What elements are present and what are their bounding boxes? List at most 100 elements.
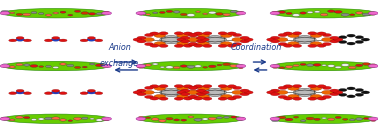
Circle shape <box>204 88 226 96</box>
Circle shape <box>232 38 243 42</box>
Circle shape <box>188 90 200 94</box>
Circle shape <box>52 37 60 39</box>
Circle shape <box>217 64 222 66</box>
Circle shape <box>159 32 168 35</box>
Circle shape <box>174 119 180 121</box>
Ellipse shape <box>272 61 376 71</box>
Circle shape <box>59 39 67 42</box>
Circle shape <box>339 93 347 96</box>
Circle shape <box>104 119 109 121</box>
Circle shape <box>216 117 223 119</box>
Circle shape <box>52 89 60 92</box>
Circle shape <box>23 39 31 42</box>
Circle shape <box>87 38 96 41</box>
Circle shape <box>183 85 192 88</box>
Circle shape <box>200 38 209 41</box>
Circle shape <box>308 32 317 35</box>
Circle shape <box>230 10 237 13</box>
Circle shape <box>188 116 194 118</box>
Circle shape <box>292 14 300 16</box>
Circle shape <box>174 44 183 47</box>
Circle shape <box>31 119 37 121</box>
Circle shape <box>177 34 188 37</box>
Circle shape <box>198 42 209 46</box>
Circle shape <box>271 40 280 43</box>
Circle shape <box>189 95 198 98</box>
Circle shape <box>300 12 307 14</box>
Circle shape <box>271 119 279 122</box>
Circle shape <box>301 120 306 122</box>
Circle shape <box>188 38 200 42</box>
Circle shape <box>321 13 328 16</box>
Circle shape <box>236 64 246 68</box>
Circle shape <box>355 36 364 39</box>
Circle shape <box>232 95 242 98</box>
Circle shape <box>335 66 341 68</box>
Circle shape <box>194 32 203 35</box>
Circle shape <box>314 11 320 13</box>
Circle shape <box>183 97 192 100</box>
Circle shape <box>203 13 208 15</box>
Circle shape <box>339 41 347 43</box>
Circle shape <box>9 12 15 14</box>
Circle shape <box>183 44 192 47</box>
Circle shape <box>198 34 209 37</box>
Circle shape <box>341 64 349 66</box>
Circle shape <box>350 14 355 16</box>
Circle shape <box>89 63 95 65</box>
Circle shape <box>237 11 244 14</box>
Circle shape <box>9 66 15 68</box>
Circle shape <box>138 13 144 15</box>
Circle shape <box>174 32 183 35</box>
Circle shape <box>347 87 355 90</box>
Circle shape <box>31 12 37 14</box>
Circle shape <box>310 42 322 46</box>
Circle shape <box>9 119 15 121</box>
Circle shape <box>181 36 190 39</box>
Circle shape <box>104 11 109 13</box>
Circle shape <box>181 89 190 92</box>
Circle shape <box>45 39 52 42</box>
Circle shape <box>333 91 341 94</box>
Circle shape <box>196 11 200 13</box>
Circle shape <box>322 90 333 94</box>
Circle shape <box>313 63 321 66</box>
Circle shape <box>279 11 286 13</box>
Ellipse shape <box>272 114 376 124</box>
Circle shape <box>342 118 348 120</box>
Circle shape <box>150 32 159 35</box>
Circle shape <box>202 118 208 120</box>
Circle shape <box>196 93 205 96</box>
Circle shape <box>273 67 277 68</box>
Circle shape <box>160 66 165 68</box>
Circle shape <box>23 116 30 119</box>
Ellipse shape <box>272 8 376 18</box>
Circle shape <box>174 85 183 88</box>
Circle shape <box>236 117 246 121</box>
Circle shape <box>39 66 43 67</box>
Circle shape <box>133 91 142 94</box>
Circle shape <box>330 40 339 43</box>
Text: Anion: Anion <box>108 43 131 52</box>
Circle shape <box>80 92 88 95</box>
Circle shape <box>194 44 203 47</box>
Circle shape <box>322 64 327 66</box>
Circle shape <box>317 32 326 35</box>
Circle shape <box>74 117 82 120</box>
Circle shape <box>143 38 154 42</box>
Circle shape <box>154 95 166 98</box>
Circle shape <box>158 119 166 122</box>
Circle shape <box>139 116 143 118</box>
Circle shape <box>177 95 188 98</box>
Circle shape <box>334 10 342 13</box>
Circle shape <box>87 37 95 39</box>
Circle shape <box>240 93 249 96</box>
Circle shape <box>187 65 195 68</box>
Circle shape <box>154 34 166 37</box>
Circle shape <box>194 85 203 88</box>
Circle shape <box>339 36 347 39</box>
Ellipse shape <box>2 8 110 18</box>
Circle shape <box>30 65 38 67</box>
Circle shape <box>284 32 293 35</box>
Circle shape <box>23 92 31 95</box>
